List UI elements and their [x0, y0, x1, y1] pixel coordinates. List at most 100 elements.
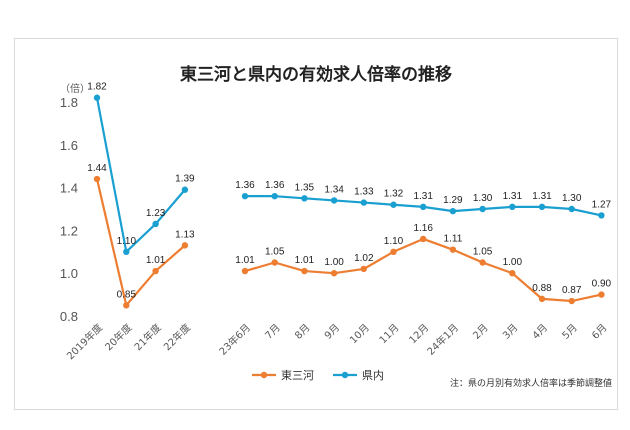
data-label: 1.00 — [503, 257, 523, 268]
series-layer: 1.44 0.85 1.01 1.13 1.01 1.05 1.01 1.00 1.02 1.10… — [87, 82, 612, 309]
data-point — [479, 205, 486, 213]
data-label: 1.36 — [265, 180, 285, 191]
y-tick-label: 1.4 — [60, 181, 78, 196]
data-point — [93, 175, 101, 183]
x-tick-label: 8月 — [292, 322, 312, 342]
data-label: 1.05 — [265, 247, 285, 258]
data-label: 1.27 — [592, 199, 612, 210]
x-tick-label: 9月 — [322, 322, 342, 342]
series-kennai: 1.82 1.10 1.23 1.39 1.36 1.36 1.35 1.34 1.33 1.32… — [87, 82, 612, 255]
data-point — [123, 248, 130, 255]
data-point — [271, 192, 278, 200]
data-point — [390, 201, 397, 208]
x-tick-label: 6月 — [589, 322, 609, 342]
data-point — [568, 205, 575, 213]
data-point — [449, 207, 457, 215]
data-point — [123, 302, 130, 309]
y-tick-label: 1.0 — [60, 266, 78, 281]
chart-frame — [14, 38, 618, 410]
data-label: 1.10 — [117, 236, 137, 247]
data-label: 1.16 — [413, 223, 433, 234]
data-point — [241, 192, 249, 200]
data-label: 1.30 — [473, 193, 493, 204]
data-label: 1.23 — [146, 208, 166, 219]
data-label: 1.35 — [295, 182, 315, 193]
x-tick-label: 2月 — [471, 322, 491, 342]
data-label: 1.05 — [473, 247, 493, 258]
x-tick-label: 20年度 — [102, 321, 134, 353]
data-label: 1.00 — [324, 257, 344, 268]
x-tick-label: 23年6月 — [216, 321, 253, 358]
x-tick-label: 10月 — [347, 322, 372, 347]
data-label: 1.01 — [235, 255, 255, 266]
data-label: 0.90 — [592, 279, 612, 290]
legend-label: 県内 — [362, 368, 384, 382]
data-label: 1.31 — [503, 191, 523, 202]
data-point — [509, 270, 516, 277]
data-point — [420, 203, 427, 211]
data-point — [538, 295, 546, 303]
data-label: 1.11 — [444, 234, 463, 245]
x-tick-label: 24年1月 — [424, 321, 461, 358]
data-label: 1.30 — [562, 193, 582, 204]
legend-label: 東三河 — [281, 369, 314, 382]
x-tick-label: 2019年度 — [64, 321, 105, 362]
y-axis-unit-label: （倍） — [60, 82, 90, 95]
data-point — [330, 197, 338, 204]
series-line — [95, 97, 186, 253]
data-label: 1.01 — [295, 255, 315, 266]
legend: 東三河 県内 — [252, 368, 384, 382]
data-point — [568, 297, 575, 305]
data-point — [93, 94, 101, 101]
data-label: 1.39 — [175, 174, 195, 185]
chart-title: 東三河と県内の有効求人倍率の推移 — [180, 64, 452, 85]
data-label: 1.82 — [87, 82, 107, 93]
data-label: 0.87 — [562, 285, 582, 296]
data-label: 1.29 — [443, 195, 463, 206]
y-tick-label: 1.8 — [60, 95, 78, 110]
data-point — [420, 235, 427, 243]
footnote: 注：県の月別有効求人倍率は季節調整値 — [450, 377, 612, 389]
data-point — [360, 265, 367, 273]
y-axis-ticks: 0.8 1.0 1.2 1.4 1.6 1.8 — [60, 95, 78, 324]
x-tick-label: 22年度 — [161, 321, 193, 353]
data-point — [360, 199, 367, 206]
x-tick-label: 4月 — [530, 322, 550, 342]
data-point — [181, 242, 189, 249]
x-tick-label: 12月 — [407, 322, 432, 347]
x-tick-label: 11月 — [377, 322, 402, 347]
y-tick-label: 0.8 — [60, 309, 78, 324]
data-point — [598, 212, 605, 219]
data-point — [390, 248, 397, 255]
data-label: 1.02 — [354, 253, 374, 264]
data-label: 1.13 — [175, 229, 195, 240]
x-tick-label: 21年度 — [131, 321, 163, 353]
data-label: 1.10 — [384, 236, 404, 247]
data-point — [330, 270, 338, 277]
data-label: 1.31 — [532, 191, 552, 202]
series-line — [95, 178, 186, 307]
data-point — [241, 267, 249, 275]
data-point — [538, 203, 546, 211]
data-point — [449, 246, 457, 253]
data-point — [152, 220, 159, 228]
x-tick-label: 7月 — [263, 322, 283, 342]
x-tick-label: 5月 — [560, 322, 580, 342]
y-tick-label: 1.2 — [60, 223, 78, 238]
data-label: 1.44 — [87, 163, 107, 174]
data-label: 1.33 — [354, 187, 374, 198]
data-point — [301, 195, 308, 202]
data-label: 0.85 — [117, 289, 137, 300]
legend-swatch-marker — [341, 371, 349, 379]
data-label: 1.36 — [235, 180, 255, 191]
data-label: 1.34 — [324, 184, 344, 195]
data-point — [271, 259, 278, 266]
y-tick-label: 1.6 — [60, 138, 78, 153]
data-label: 0.88 — [532, 283, 552, 294]
x-tick-label: 3月 — [500, 322, 520, 342]
data-point — [509, 203, 516, 211]
legend-swatch-marker — [260, 371, 268, 379]
data-point — [152, 267, 159, 275]
